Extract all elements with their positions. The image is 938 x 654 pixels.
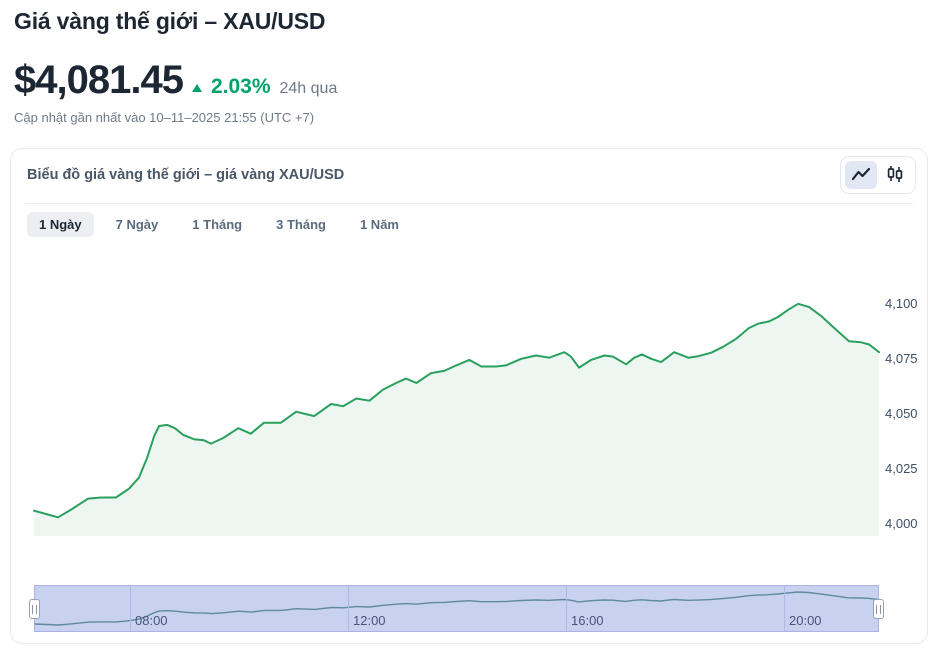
line-chart-icon xyxy=(851,166,871,185)
y-axis-label: 4,100 xyxy=(885,296,918,311)
chart-card-title: Biểu đồ giá vàng thế giới – giá vàng XAU… xyxy=(27,167,345,183)
navigator-gridline xyxy=(348,586,349,631)
range-tab-1-ngay[interactable]: 1 Ngày xyxy=(27,212,94,237)
change-period-label: 24h qua xyxy=(279,80,338,97)
current-price: $4,081.45 xyxy=(14,58,184,102)
chart-navigator[interactable]: 08:00 12:00 16:00 20:00 xyxy=(29,585,884,632)
line-chart-button[interactable] xyxy=(845,161,877,189)
last-updated-text: Cập nhật gần nhất vào 10–11–2025 21:55 (… xyxy=(14,110,315,125)
price-chart[interactable] xyxy=(33,251,880,536)
y-axis-label: 4,050 xyxy=(885,406,918,421)
y-axis-label: 4,000 xyxy=(885,516,918,531)
navigator-left-handle[interactable] xyxy=(29,599,40,619)
x-axis-label: 20:00 xyxy=(789,613,822,628)
card-divider xyxy=(25,203,913,204)
range-tab-1-nam[interactable]: 1 Năm xyxy=(348,212,411,237)
range-tab-1-thang[interactable]: 1 Tháng xyxy=(180,212,254,237)
y-axis-label: 4,025 xyxy=(885,461,918,476)
y-axis-label: 4,075 xyxy=(885,351,918,366)
candlestick-chart-button[interactable] xyxy=(879,161,911,189)
price-row: $4,081.45 2.03% 24h qua xyxy=(14,56,337,104)
navigator-gridline xyxy=(784,586,785,631)
navigator-gridline xyxy=(130,586,131,631)
range-tabs: 1 Ngày 7 Ngày 1 Tháng 3 Tháng 1 Năm xyxy=(27,212,411,237)
chart-card: Biểu đồ giá vàng thế giới – giá vàng XAU… xyxy=(10,148,928,644)
grip-icon xyxy=(876,604,881,614)
range-tab-3-thang[interactable]: 3 Tháng xyxy=(264,212,338,237)
x-axis-label: 16:00 xyxy=(571,613,604,628)
navigator-right-handle[interactable] xyxy=(873,599,884,619)
price-change-percent: 2.03% xyxy=(210,75,271,98)
up-triangle-icon xyxy=(191,84,202,92)
chart-type-toggle xyxy=(840,156,916,194)
candlestick-icon xyxy=(885,165,905,186)
x-axis-label: 08:00 xyxy=(135,613,168,628)
x-axis-label: 12:00 xyxy=(353,613,386,628)
page-title: Giá vàng thế giới – XAU/USD xyxy=(14,8,326,34)
navigator-gridline xyxy=(566,586,567,631)
grip-icon xyxy=(32,604,37,614)
range-tab-7-ngay[interactable]: 7 Ngày xyxy=(104,212,171,237)
